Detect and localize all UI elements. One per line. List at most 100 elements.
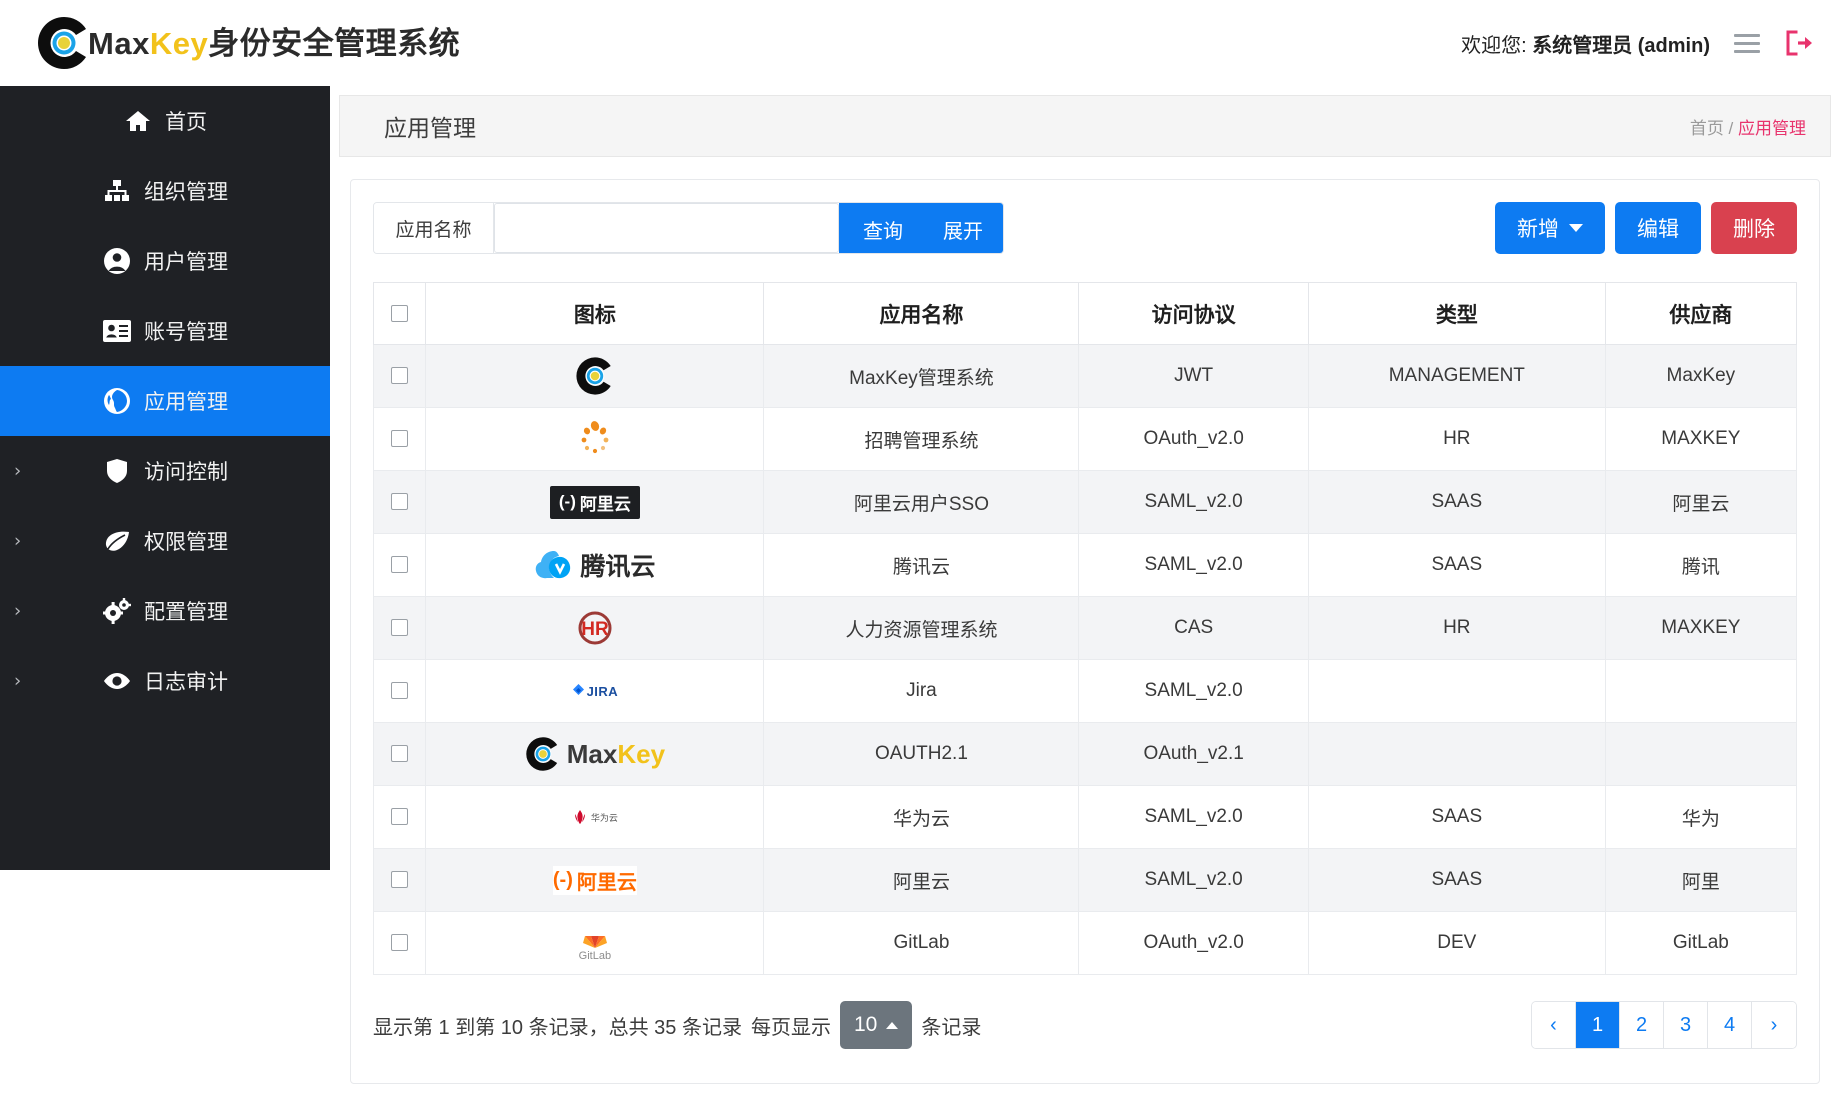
row-checkbox[interactable] bbox=[391, 619, 409, 637]
chevron-right-icon[interactable]: › bbox=[14, 530, 22, 552]
delete-button[interactable]: 删除 bbox=[1711, 202, 1797, 254]
page-size-dropdown[interactable]: 10 bbox=[839, 1001, 913, 1049]
pagination-info: 显示第 1 到第 10 条记录，总共 35 条记录 每页显示 10 条记录 bbox=[373, 1001, 981, 1049]
row-type: DEV bbox=[1307, 911, 1606, 975]
sidebar-item-home[interactable]: 首页 bbox=[0, 86, 330, 156]
row-checkbox-cell bbox=[372, 533, 427, 597]
row-vendor: MAXKEY bbox=[1604, 596, 1798, 660]
query-button[interactable]: 查询 bbox=[839, 203, 923, 253]
page-button-2[interactable]: 2 bbox=[1620, 1002, 1664, 1048]
row-icon-cell: 华为云 bbox=[425, 785, 765, 849]
aliyun-orange-logo-icon: (-) 阿里云 bbox=[427, 850, 762, 910]
sidebar-item-audit[interactable]: › 日志审计 bbox=[0, 646, 330, 716]
page-next-button[interactable]: › bbox=[1752, 1002, 1796, 1048]
row-checkbox[interactable] bbox=[391, 430, 409, 448]
hamburger-icon[interactable] bbox=[1734, 33, 1760, 53]
sidebar-item-apps[interactable]: 应用管理 bbox=[0, 366, 330, 436]
add-button[interactable]: 新增 bbox=[1495, 202, 1605, 254]
page-button-3[interactable]: 3 bbox=[1664, 1002, 1708, 1048]
page-prev-button[interactable]: ‹ bbox=[1532, 1002, 1576, 1048]
chevron-right-icon[interactable]: › bbox=[14, 670, 22, 692]
row-checkbox[interactable] bbox=[391, 871, 409, 889]
row-name: 人力资源管理系统 bbox=[763, 596, 1080, 660]
chevron-right-icon[interactable]: › bbox=[14, 460, 22, 482]
row-icon-cell: MaxKey bbox=[425, 722, 765, 786]
row-vendor: MaxKey bbox=[1604, 344, 1798, 408]
sidebar-item-config[interactable]: › 配置管理 bbox=[0, 576, 330, 646]
sidebar-item-permission[interactable]: › 权限管理 bbox=[0, 506, 330, 576]
maxkey-wordmark: MaxKey bbox=[567, 739, 665, 770]
sidebar-label: 首页 bbox=[165, 111, 207, 134]
table-row[interactable]: GitLab GitLab OAuth_v2.0 DEV GitLab bbox=[372, 911, 1798, 975]
brand-key: Key bbox=[149, 25, 209, 61]
row-type: SAAS bbox=[1307, 785, 1606, 849]
aliyun-bracket-mark: (-) bbox=[552, 868, 573, 891]
row-icon-cell: GitLab bbox=[425, 911, 765, 975]
sidebar-item-user[interactable]: 用户管理 bbox=[0, 226, 330, 296]
row-name: Jira bbox=[763, 659, 1080, 723]
row-vendor bbox=[1604, 722, 1798, 786]
row-checkbox[interactable] bbox=[391, 808, 409, 826]
row-checkbox[interactable] bbox=[391, 682, 409, 700]
logout-icon[interactable] bbox=[1784, 29, 1814, 57]
sidebar-item-account[interactable]: 账号管理 bbox=[0, 296, 330, 366]
sidebar-item-access-control[interactable]: › 访问控制 bbox=[0, 436, 330, 506]
search-label: 应用名称 bbox=[374, 203, 494, 253]
row-protocol: OAuth_v2.1 bbox=[1078, 722, 1309, 786]
table-row[interactable]: HR 人力资源管理系统 CAS HR MAXKEY bbox=[372, 596, 1798, 660]
row-vendor: 腾讯 bbox=[1604, 533, 1798, 597]
brand-cn: 身份安全管理系统 bbox=[208, 25, 461, 61]
pagination-summary: 显示第 1 到第 10 条记录，总共 35 条记录 bbox=[373, 1016, 742, 1039]
row-name: 阿里云 bbox=[763, 848, 1080, 912]
sidebar-label: 访问控制 bbox=[144, 461, 228, 484]
row-checkbox[interactable] bbox=[391, 367, 409, 385]
table-row[interactable]: MaxKey管理系统 JWT MANAGEMENT MaxKey bbox=[372, 344, 1798, 408]
row-checkbox-cell bbox=[372, 848, 427, 912]
row-name: 阿里云用户SSO bbox=[763, 470, 1080, 534]
breadcrumb-home[interactable]: 首页 bbox=[1689, 118, 1724, 138]
table-header-row: 图标 应用名称 访问协议 类型 供应商 bbox=[372, 282, 1798, 345]
page-button-4[interactable]: 4 bbox=[1708, 1002, 1752, 1048]
row-checkbox[interactable] bbox=[391, 493, 409, 511]
select-all-checkbox[interactable] bbox=[391, 305, 409, 323]
eye-icon bbox=[102, 666, 132, 696]
breadcrumb-current: 应用管理 bbox=[1738, 118, 1806, 138]
expand-button[interactable]: 展开 bbox=[923, 203, 1003, 253]
row-icon-cell bbox=[425, 344, 765, 408]
table-row[interactable]: 招聘管理系统 OAuth_v2.0 HR MAXKEY bbox=[372, 407, 1798, 471]
row-icon-cell: (-) 阿里云 bbox=[425, 848, 765, 912]
table-row[interactable]: MaxKey OAUTH2.1 OAuth_v2.1 bbox=[372, 722, 1798, 786]
table-row[interactable]: 华为云 华为云 SAML_v2.0 SAAS 华为 bbox=[372, 785, 1798, 849]
sidebar-label: 应用管理 bbox=[144, 391, 228, 414]
brand-max: Max bbox=[88, 25, 150, 61]
chevron-right-icon[interactable]: › bbox=[14, 600, 22, 622]
row-type: HR bbox=[1307, 596, 1606, 660]
brand-logo[interactable]: MaxKey身份安全管理系统 bbox=[36, 15, 460, 71]
row-icon-cell: 腾讯云 bbox=[425, 533, 765, 597]
page-button-1[interactable]: 1 bbox=[1576, 1002, 1620, 1048]
table-row[interactable]: JIRA Jira SAML_v2.0 bbox=[372, 659, 1798, 723]
sidebar-label: 用户管理 bbox=[144, 251, 228, 274]
search-toolbar: 应用名称 查询 展开 新增 编辑 删除 bbox=[373, 202, 1797, 254]
svg-text:HR: HR bbox=[581, 619, 609, 640]
column-header-protocol: 访问协议 bbox=[1078, 282, 1309, 345]
table-row[interactable]: (-) 阿里云 阿里云用户SSO SAML_v2.0 SAAS 阿里云 bbox=[372, 470, 1798, 534]
select-all-header bbox=[372, 282, 427, 345]
search-group: 应用名称 查询 展开 bbox=[373, 202, 1004, 254]
jira-logo-icon: JIRA bbox=[427, 661, 762, 721]
row-name: MaxKey管理系统 bbox=[763, 344, 1080, 408]
header-right-cluster: 欢迎您: 系统管理员 (admin) bbox=[1461, 29, 1814, 58]
pagination-row: 显示第 1 到第 10 条记录，总共 35 条记录 每页显示 10 条记录 ‹ … bbox=[373, 1001, 1797, 1049]
row-checkbox[interactable] bbox=[391, 745, 409, 763]
sidebar-item-org[interactable]: 组织管理 bbox=[0, 156, 330, 226]
sidebar-label: 权限管理 bbox=[144, 531, 228, 554]
row-checkbox[interactable] bbox=[391, 556, 409, 574]
gitlab-logo-icon: GitLab bbox=[427, 913, 762, 973]
top-header-bar: MaxKey身份安全管理系统 欢迎您: 系统管理员 (admin) bbox=[0, 0, 1840, 86]
add-button-label: 新增 bbox=[1517, 218, 1559, 241]
edit-button[interactable]: 编辑 bbox=[1615, 202, 1701, 254]
row-checkbox[interactable] bbox=[391, 934, 409, 952]
table-row[interactable]: 腾讯云 腾讯云 SAML_v2.0 SAAS 腾讯 bbox=[372, 533, 1798, 597]
search-input[interactable] bbox=[494, 203, 839, 253]
table-row[interactable]: (-) 阿里云 阿里云 SAML_v2.0 SAAS 阿里 bbox=[372, 848, 1798, 912]
